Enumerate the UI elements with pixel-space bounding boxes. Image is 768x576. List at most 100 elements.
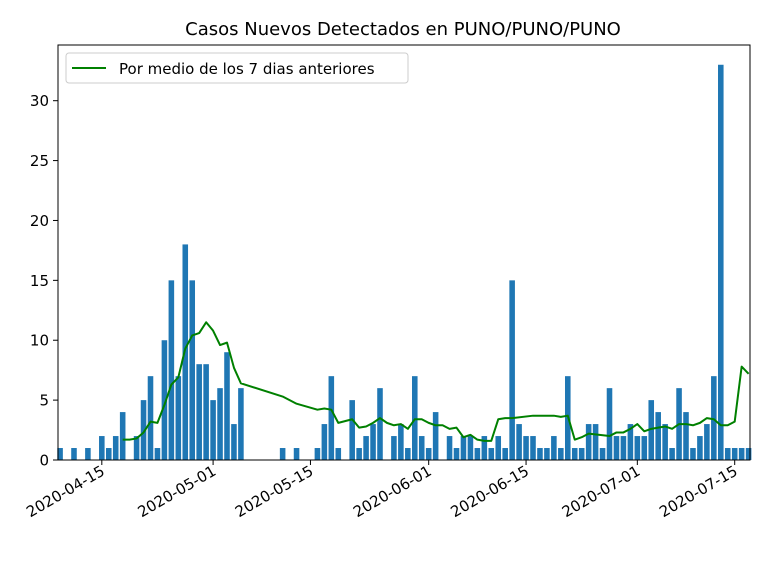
- bar-2020-05-18: [328, 376, 335, 460]
- y-tick-label-15: 15: [30, 272, 49, 290]
- bar-2020-04-26: [175, 376, 182, 460]
- chart-title: Casos Nuevos Detectados en PUNO/PUNO/PUN…: [185, 19, 621, 40]
- bar-2020-07-14: [724, 448, 731, 460]
- bar-2020-04-09: [57, 448, 63, 460]
- bar-2020-06-10: [488, 448, 495, 460]
- bar-2020-05-19: [335, 448, 342, 460]
- bar-2020-06-09: [481, 436, 488, 460]
- legend: Por medio de los 7 dias anteriores: [65, 52, 409, 84]
- bar-2020-07-04: [655, 412, 661, 460]
- bar-2020-07-17: [745, 448, 752, 460]
- y-tick-label-5: 5: [39, 392, 49, 410]
- bar-2020-06-16: [530, 436, 536, 460]
- bar-2020-06-30: [627, 424, 634, 460]
- x-tick-label-2020-05-15: 2020-05-15: [232, 462, 317, 521]
- bar-2020-06-13: [509, 280, 515, 460]
- bar-2020-05-29: [405, 448, 411, 460]
- bars-group: [57, 64, 752, 460]
- bar-2020-07-13: [718, 64, 724, 460]
- bar-2020-07-01: [634, 436, 641, 460]
- legend-label: Por medio de los 7 dias anteriores: [119, 60, 375, 78]
- bar-2020-06-05: [453, 448, 460, 460]
- bar-2020-07-08: [683, 412, 689, 460]
- y-tick-label-20: 20: [30, 212, 49, 230]
- bar-2020-06-04: [446, 436, 453, 460]
- bar-2020-06-14: [516, 424, 522, 460]
- bar-2020-05-04: [231, 424, 237, 460]
- bar-2020-06-29: [620, 436, 627, 460]
- y-tick-label-30: 30: [30, 92, 49, 110]
- x-tick-label-2020-06-15: 2020-06-15: [448, 462, 533, 521]
- bar-2020-04-13: [85, 448, 91, 460]
- bar-2020-05-25: [377, 388, 383, 460]
- bar-2020-05-24: [370, 424, 376, 460]
- bar-2020-07-06: [669, 448, 675, 460]
- bar-2020-05-16: [314, 448, 321, 460]
- bar-2020-04-25: [168, 280, 175, 460]
- bar-2020-07-16: [738, 448, 745, 460]
- x-tick-label-2020-07-15: 2020-07-15: [656, 462, 741, 521]
- bar-2020-06-18: [544, 448, 550, 460]
- x-tick-label-2020-06-01: 2020-06-01: [350, 462, 435, 521]
- bar-2020-05-30: [412, 376, 418, 460]
- x-tick-label-2020-04-15: 2020-04-15: [23, 462, 108, 521]
- bar-2020-05-27: [391, 436, 397, 460]
- bar-2020-04-20: [133, 436, 140, 460]
- bar-2020-05-23: [363, 436, 369, 460]
- bar-2020-06-22: [571, 448, 578, 460]
- bar-2020-06-23: [578, 448, 585, 460]
- bar-2020-04-28: [189, 280, 196, 460]
- bar-2020-05-13: [293, 448, 300, 460]
- bar-2020-05-05: [238, 388, 244, 460]
- bar-2020-06-17: [537, 448, 543, 460]
- bar-2020-04-18: [119, 412, 126, 460]
- bar-2020-07-03: [648, 400, 655, 460]
- bar-2020-07-05: [662, 424, 668, 460]
- bar-2020-06-01: [425, 448, 432, 460]
- bar-2020-05-22: [356, 448, 362, 460]
- bar-2020-06-06: [460, 436, 467, 460]
- x-tick-label-2020-05-01: 2020-05-01: [135, 462, 220, 521]
- bar-2020-04-15: [99, 436, 105, 460]
- bar-2020-06-08: [474, 448, 481, 460]
- legend-box: [65, 52, 409, 84]
- bar-2020-07-02: [641, 436, 648, 460]
- bar-2020-06-27: [606, 388, 613, 460]
- bar-2020-06-07: [467, 436, 474, 460]
- bar-2020-06-26: [599, 448, 606, 460]
- bar-2020-06-15: [523, 436, 529, 460]
- bar-2020-04-11: [71, 448, 77, 460]
- y-tick-label-10: 10: [30, 332, 49, 350]
- bar-2020-05-03: [224, 352, 230, 460]
- bar-2020-04-17: [112, 436, 119, 460]
- bar-2020-06-24: [585, 424, 592, 460]
- bar-2020-07-12: [711, 376, 717, 460]
- moving-average-line: [122, 321, 750, 442]
- bar-2020-06-02: [432, 412, 439, 460]
- bar-2020-07-11: [704, 424, 710, 460]
- bar-2020-04-22: [147, 376, 154, 460]
- y-axis: 0 5 10 15 20 25 30: [30, 92, 58, 470]
- x-axis: 2020-04-15 2020-05-01 2020-05-15 2020-06-01…: [23, 460, 741, 521]
- bar-2020-04-30: [203, 364, 209, 460]
- x-tick-label-2020-07-01: 2020-07-01: [559, 462, 644, 521]
- bar-2020-05-28: [398, 424, 404, 460]
- bar-2020-05-02: [217, 388, 223, 460]
- bar-2020-05-11: [279, 448, 286, 460]
- bar-2020-04-21: [140, 400, 147, 460]
- bar-2020-06-19: [551, 436, 557, 460]
- bar-2020-05-01: [210, 400, 216, 460]
- bar-2020-04-16: [105, 448, 112, 460]
- bar-2020-04-29: [196, 364, 202, 460]
- bar-2020-06-11: [495, 436, 502, 460]
- bar-2020-06-12: [502, 448, 508, 460]
- bar-2020-05-31: [418, 436, 425, 460]
- bar-2020-06-25: [592, 424, 599, 460]
- bar-2020-04-24: [161, 340, 168, 460]
- bar-2020-07-09: [690, 448, 696, 460]
- bar-2020-05-17: [321, 424, 328, 460]
- y-tick-label-0: 0: [39, 452, 49, 470]
- plot-frame: [57, 44, 751, 461]
- bar-2020-06-28: [613, 436, 620, 460]
- bar-2020-07-15: [731, 448, 738, 460]
